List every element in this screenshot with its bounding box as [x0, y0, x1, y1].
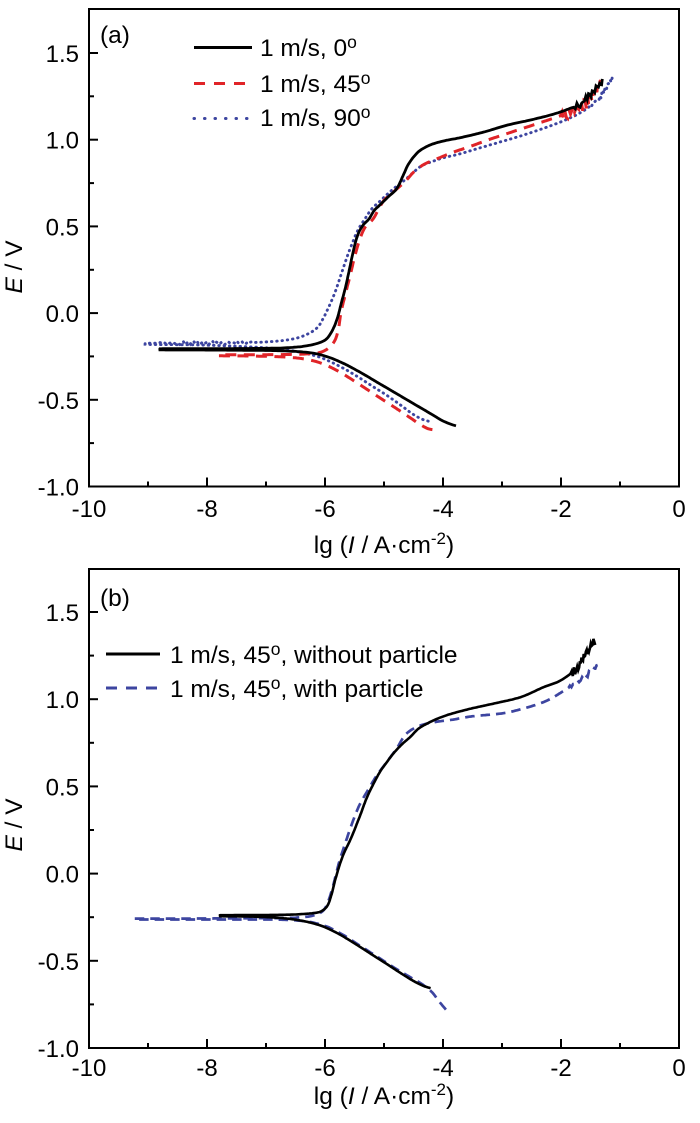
svg-text:0.5: 0.5 [46, 214, 79, 241]
svg-text:0.0: 0.0 [46, 301, 79, 328]
svg-text:1 m/s, 45o: 1 m/s, 45o [260, 68, 371, 98]
svg-text:0.0: 0.0 [46, 862, 79, 889]
svg-text:1.5: 1.5 [46, 600, 79, 627]
svg-text:-8: -8 [196, 1055, 217, 1082]
svg-text:-1.0: -1.0 [38, 1036, 79, 1063]
svg-text:1.0: 1.0 [46, 128, 79, 155]
svg-text:-4: -4 [432, 1055, 453, 1082]
svg-text:-10: -10 [72, 1055, 107, 1082]
svg-text:0: 0 [672, 1055, 685, 1082]
svg-text:-4: -4 [432, 496, 453, 523]
svg-text:1.5: 1.5 [46, 41, 79, 68]
svg-text:-1.0: -1.0 [38, 475, 79, 502]
svg-text:0.5: 0.5 [46, 774, 79, 801]
svg-text:1 m/s, 45o, without particle: 1 m/s, 45o, without particle [170, 639, 458, 669]
svg-text:-2: -2 [550, 1055, 571, 1082]
svg-text:(a): (a) [100, 22, 130, 49]
svg-text:1 m/s, 0o: 1 m/s, 0o [260, 32, 357, 62]
svg-text:(b): (b) [100, 585, 130, 612]
svg-text:-2: -2 [550, 496, 571, 523]
svg-text:E / V: E / V [1, 240, 28, 294]
svg-text:-10: -10 [72, 496, 107, 523]
svg-text:lg (I / A·cm-2): lg (I / A·cm-2) [314, 529, 454, 559]
svg-text:-0.5: -0.5 [38, 388, 79, 415]
svg-text:0: 0 [672, 496, 685, 523]
svg-text:lg (I / A·cm-2): lg (I / A·cm-2) [314, 1080, 454, 1110]
svg-text:1 m/s, 90o: 1 m/s, 90o [260, 102, 371, 132]
svg-text:E / V: E / V [1, 798, 28, 852]
svg-text:-8: -8 [196, 496, 217, 523]
svg-text:-0.5: -0.5 [38, 949, 79, 976]
svg-text:1.0: 1.0 [46, 687, 79, 714]
svg-text:1 m/s, 45o, with particle: 1 m/s, 45o, with particle [170, 673, 423, 703]
svg-text:-6: -6 [314, 1055, 335, 1082]
svg-text:-6: -6 [314, 496, 335, 523]
